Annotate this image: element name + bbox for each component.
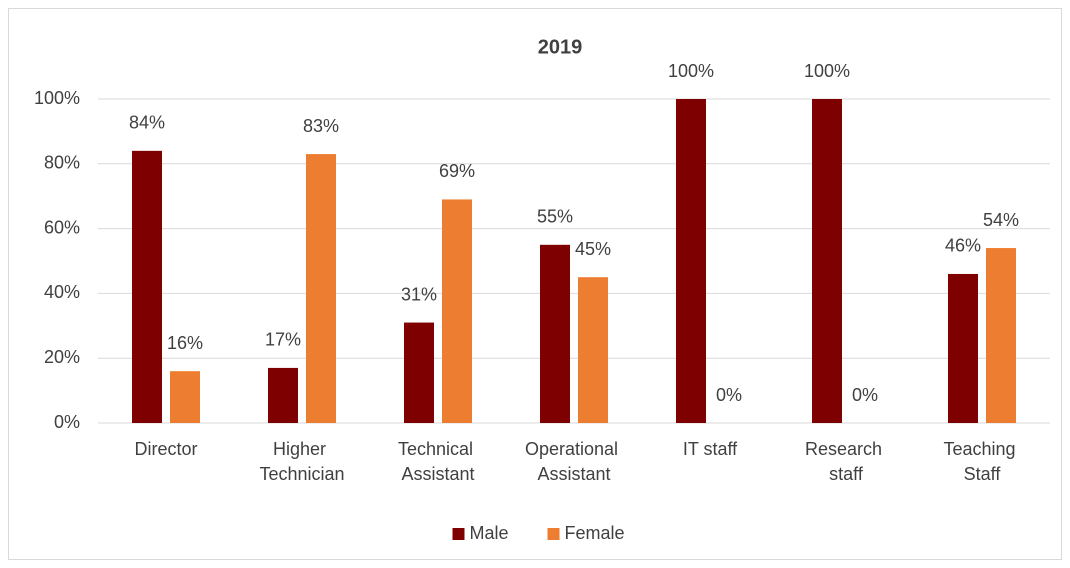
data-label: 46%: [945, 236, 981, 256]
chart-title: 2019: [538, 36, 583, 58]
bar: [578, 277, 608, 423]
x-tick-line: Assistant: [537, 464, 610, 484]
bar: [812, 99, 842, 423]
bar: [442, 199, 472, 423]
x-tick-label: Teaching Staff: [943, 439, 1020, 484]
data-label: 100%: [804, 61, 850, 81]
x-tick-line: staff: [829, 464, 864, 484]
data-label: 0%: [716, 385, 742, 405]
x-tick-line: Assistant: [401, 464, 474, 484]
x-tick-line: Technical: [398, 439, 478, 459]
data-label: 16%: [167, 333, 203, 353]
data-label: 45%: [575, 239, 611, 259]
data-label: 100%: [668, 61, 714, 81]
data-label: 17%: [265, 330, 301, 350]
data-label: 0%: [852, 385, 878, 405]
data-label: 83%: [303, 116, 339, 136]
bar: [170, 371, 200, 423]
y-tick-label: 40%: [44, 282, 80, 302]
legend-swatch: [452, 528, 465, 540]
x-tick-line: Operational: [525, 439, 623, 459]
x-tick-label: Research staff: [805, 439, 887, 484]
bar: [986, 248, 1016, 423]
x-tick-line: Research: [805, 439, 887, 459]
x-tick-label: Director: [134, 439, 197, 459]
bar: [540, 244, 570, 423]
y-tick-label: 100%: [34, 88, 80, 108]
bar: [948, 273, 978, 423]
chart-border: [8, 8, 1062, 560]
y-tick-label: 20%: [44, 347, 80, 367]
data-label: 31%: [401, 284, 437, 304]
bar: [268, 367, 298, 423]
x-tick-label: Operational Assistant: [525, 439, 623, 484]
bar: [306, 154, 336, 423]
y-tick-label: 60%: [44, 217, 80, 237]
x-tick-label: Technical Assistant: [398, 439, 478, 484]
bar: [132, 150, 162, 423]
x-tick-line: Higher: [273, 439, 331, 459]
legend-label: Female: [565, 523, 625, 543]
x-tick-line: Technician: [259, 464, 344, 484]
y-tick-label: 80%: [44, 153, 80, 173]
legend-label: Male: [470, 523, 509, 543]
x-tick-label: IT staff: [683, 439, 738, 459]
data-label: 69%: [439, 161, 475, 181]
data-label: 55%: [537, 207, 573, 227]
y-tick-label: 0%: [54, 412, 80, 432]
bar: [404, 322, 434, 423]
x-tick-line: Staff: [964, 464, 1002, 484]
bar: [676, 99, 706, 423]
x-tick-label: Higher Technician: [259, 439, 344, 484]
legend-swatch: [547, 528, 560, 540]
data-label: 54%: [983, 210, 1019, 230]
x-tick-line: Teaching: [943, 439, 1020, 459]
data-label: 84%: [129, 113, 165, 133]
